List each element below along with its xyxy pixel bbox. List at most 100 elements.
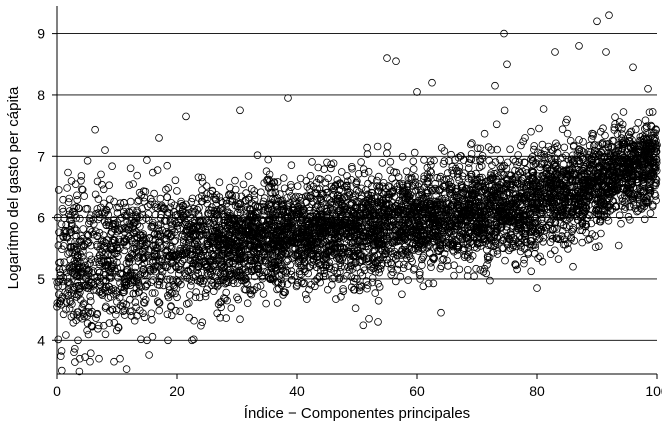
data-point — [453, 173, 462, 181]
data-point — [418, 255, 426, 264]
data-point — [543, 164, 552, 173]
data-point — [105, 181, 113, 190]
data-point — [85, 251, 94, 260]
data-point — [455, 163, 464, 171]
data-point — [68, 220, 76, 228]
data-point — [140, 313, 149, 322]
data-point — [427, 263, 435, 272]
data-point — [339, 287, 348, 296]
data-point — [327, 281, 336, 289]
data-point — [410, 264, 419, 273]
data-point — [399, 264, 408, 273]
data-point — [64, 285, 73, 294]
data-point — [308, 158, 316, 166]
data-point — [450, 261, 458, 270]
data-point — [257, 256, 265, 265]
data-point — [312, 263, 321, 272]
data-point — [151, 289, 159, 297]
data-point — [57, 300, 65, 309]
data-point — [351, 191, 360, 199]
data-point — [512, 226, 521, 234]
data-point — [548, 226, 557, 234]
data-point — [359, 321, 368, 330]
data-point — [528, 168, 537, 177]
data-point — [270, 196, 279, 205]
data-point — [73, 196, 81, 204]
data-point — [475, 163, 484, 172]
data-point — [141, 187, 150, 196]
data-point — [62, 331, 70, 339]
data-point — [398, 225, 407, 234]
data-point — [634, 206, 642, 215]
data-point — [343, 172, 351, 180]
data-point — [100, 237, 108, 246]
data-point — [148, 332, 157, 341]
data-point — [363, 284, 371, 293]
data-point — [589, 142, 598, 150]
data-point — [306, 172, 315, 180]
data-point — [554, 255, 563, 263]
data-point — [520, 255, 528, 264]
data-point — [113, 264, 121, 273]
data-point — [106, 195, 114, 204]
data-point — [337, 263, 345, 271]
data-point — [391, 277, 400, 286]
data-point — [174, 270, 183, 278]
data-point — [154, 280, 162, 289]
data-point — [453, 188, 462, 196]
data-point — [229, 279, 238, 288]
data-point — [145, 351, 153, 359]
data-point — [205, 218, 213, 227]
data-point — [165, 282, 173, 291]
data-point — [126, 164, 135, 173]
data-point — [83, 204, 92, 213]
data-point — [327, 198, 336, 207]
data-point — [311, 282, 319, 291]
data-point — [125, 253, 134, 261]
data-point — [120, 306, 129, 315]
data-point — [84, 330, 93, 339]
data-point — [218, 260, 227, 269]
data-point — [136, 223, 144, 231]
data-point — [277, 270, 286, 279]
data-point — [158, 226, 167, 235]
data-point — [131, 214, 140, 223]
data-point — [65, 194, 73, 203]
data-point — [262, 167, 271, 176]
data-point — [590, 141, 599, 149]
data-point — [271, 188, 280, 197]
data-point — [287, 267, 296, 275]
data-point — [619, 140, 628, 149]
data-point — [118, 302, 127, 311]
data-point — [371, 289, 380, 297]
data-point — [100, 199, 108, 208]
data-point — [533, 230, 542, 238]
data-point — [538, 257, 547, 266]
data-point — [347, 273, 356, 281]
data-point — [529, 241, 537, 249]
data-point — [493, 145, 501, 154]
data-point — [280, 184, 289, 193]
data-point — [214, 281, 223, 289]
data-point — [539, 233, 548, 242]
data-point — [167, 311, 176, 320]
data-point — [93, 177, 102, 186]
data-point — [236, 315, 244, 324]
data-point — [222, 288, 231, 297]
data-point — [262, 299, 270, 308]
data-point — [324, 174, 333, 183]
data-point — [614, 241, 623, 250]
data-point — [149, 168, 157, 177]
data-point — [88, 322, 96, 331]
data-point — [514, 151, 522, 159]
data-point — [159, 281, 168, 290]
data-point — [226, 240, 234, 249]
data-point — [247, 185, 256, 193]
data-point — [598, 139, 607, 147]
data-point — [445, 157, 453, 165]
data-point — [360, 266, 369, 275]
data-point — [356, 281, 365, 290]
data-point — [512, 200, 520, 208]
data-point — [99, 185, 108, 194]
data-point — [564, 245, 572, 253]
